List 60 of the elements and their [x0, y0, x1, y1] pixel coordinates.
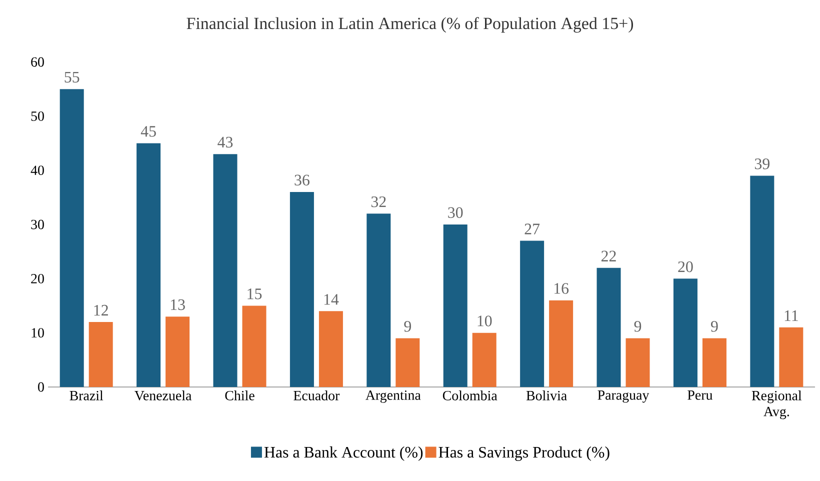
y-tick-label: 10	[32, 328, 44, 338]
bar	[60, 89, 84, 387]
data-label: 13	[170, 299, 185, 310]
legend-label: Has a Savings Product (%)	[438, 446, 610, 461]
x-tick-label: Brazil	[70, 390, 104, 400]
data-label: 9	[634, 321, 642, 332]
x-tick-label: Paraguay	[598, 390, 650, 403]
data-label: 14	[324, 294, 339, 305]
x-tick-label: Bolivia	[526, 390, 567, 400]
data-label: 11	[784, 310, 798, 321]
data-label: 9	[710, 321, 718, 332]
data-label: 36	[294, 174, 310, 186]
bar	[136, 143, 161, 387]
y-tick-label: 20	[31, 274, 44, 284]
y-tick-label: 60	[31, 57, 44, 67]
bar	[166, 316, 190, 387]
x-tick-label: Regional Avg.	[752, 390, 802, 420]
bar	[443, 224, 468, 387]
bar	[290, 192, 314, 387]
x-tick-label: Ecuador	[294, 390, 340, 400]
y-tick-label: 0	[38, 382, 44, 392]
bar	[366, 214, 391, 387]
bar	[213, 154, 238, 387]
x-tick-label: Colombia	[442, 390, 498, 400]
bar	[673, 278, 698, 387]
bar	[702, 338, 726, 387]
bar	[549, 300, 574, 387]
bar	[318, 311, 343, 387]
data-label: 32	[371, 196, 386, 208]
chart-title: Financial Inclusion in Latin America (% of Population Aged 15+)	[186, 17, 634, 33]
y-tick-label: 30	[31, 220, 44, 230]
data-label: 55	[64, 72, 80, 83]
bar	[242, 306, 266, 387]
legend-label: Has a Bank Account (%)	[264, 446, 423, 461]
y-tick-label: 40	[30, 166, 44, 176]
bar	[88, 322, 113, 387]
bar	[626, 338, 650, 387]
x-tick-label: Argentina	[366, 390, 421, 403]
bar	[520, 240, 544, 387]
data-label: 12	[94, 304, 108, 316]
data-label: 16	[554, 283, 569, 294]
data-label: 20	[678, 261, 693, 272]
data-label: 43	[218, 136, 233, 148]
data-label: 27	[524, 224, 540, 234]
bar	[750, 176, 774, 387]
bar	[779, 327, 804, 387]
data-label: 15	[248, 288, 262, 300]
bar	[472, 332, 496, 387]
data-label: 39	[754, 158, 770, 170]
data-label: 10	[478, 316, 492, 326]
x-tick-label: Peru	[688, 390, 713, 400]
y-tick-label: 50	[31, 111, 44, 121]
x-tick-label: Venezuela	[134, 390, 192, 400]
data-label: 30	[448, 207, 463, 218]
data-label: 9	[404, 321, 411, 332]
data-label: 22	[601, 250, 616, 262]
data-label: 45	[140, 126, 156, 137]
bar	[396, 338, 420, 387]
bar	[596, 268, 621, 387]
x-tick-label: Chile	[225, 390, 254, 400]
